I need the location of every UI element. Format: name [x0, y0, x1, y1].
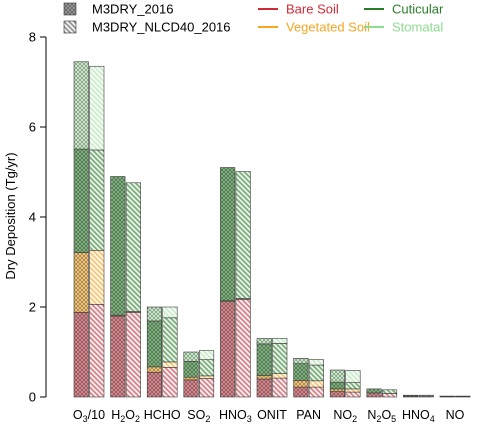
y-tick-label: 0	[29, 390, 36, 405]
bar-segment	[110, 315, 126, 398]
bar-segment	[199, 359, 215, 377]
legend-label: M3DRY_2016	[92, 2, 173, 17]
bar-segment	[345, 370, 361, 383]
x-tick-label: NO	[446, 408, 465, 422]
bar-segment	[366, 388, 382, 394]
x-tick-label: NO2	[333, 408, 357, 424]
legend-item-component: Bare Soil	[258, 2, 339, 17]
bar-segment	[381, 389, 398, 394]
bar-segment	[329, 369, 346, 383]
bar-segment	[256, 375, 272, 380]
bar-segment	[329, 381, 346, 390]
bar-segment	[293, 363, 309, 381]
legend-item-component: Stomatal	[364, 20, 443, 35]
bar-segment	[199, 378, 215, 398]
y-tick-label: 6	[29, 120, 36, 135]
bar-segment	[308, 359, 324, 366]
legend-label: M3DRY_NLCD40_2016	[92, 20, 231, 35]
bar-segment	[345, 391, 361, 398]
y-axis-label: Dry Deposition (Tg/yr)	[3, 152, 18, 279]
legend-item-model: M3DRY_2016	[63, 2, 173, 17]
bar-segment	[146, 366, 162, 373]
bar-segment	[73, 148, 89, 253]
bar-segment	[293, 357, 309, 364]
legend-label: Vegetated Soil	[286, 20, 370, 35]
bar-segment	[235, 299, 251, 398]
bar-segment	[162, 361, 178, 368]
legend-label: Bare Soil	[286, 2, 339, 17]
bar-segment	[293, 380, 309, 388]
bar-segment	[183, 376, 199, 381]
bar-segment	[110, 176, 126, 316]
x-tick-label: H2O2	[111, 408, 140, 424]
x-tick-label: HNO4	[402, 408, 435, 424]
bar-segment	[199, 375, 215, 379]
bar-segment	[220, 301, 236, 398]
bar-segment	[183, 351, 199, 362]
bar-segment	[125, 312, 141, 398]
bar-segment	[345, 388, 361, 393]
y-tick-label: 4	[29, 210, 36, 225]
bar-segment	[162, 306, 178, 319]
bar-segment	[329, 388, 346, 392]
legend: M3DRY_2016 M3DRY_NLCD40_2016 Bare Soil Vege…	[63, 2, 444, 35]
bar-segment	[381, 393, 398, 398]
bar-segment	[256, 338, 272, 345]
y-axis: 0 2 4 6 8	[29, 30, 47, 405]
bar-segment	[146, 371, 162, 398]
x-tick-label: SO2	[187, 408, 210, 424]
legend-item-component: Cuticular	[364, 2, 444, 17]
x-axis: O3/10 H2O2 HCHO SO2 HNO3 ONIT PAN NO2 N2O5 HNO4 NO	[73, 408, 465, 424]
bar-segment	[125, 182, 141, 312]
bar-segment	[183, 361, 199, 378]
bar-segment	[256, 343, 272, 376]
bar-segment	[308, 364, 324, 382]
bar-segment	[146, 320, 162, 368]
x-tick-label: HNO3	[219, 408, 252, 424]
bar-segment	[329, 391, 346, 398]
legend-label: Stomatal	[392, 20, 443, 35]
bar-segment	[162, 317, 178, 363]
bar-segment	[89, 149, 105, 251]
bar-segment	[73, 312, 89, 398]
x-tick-label: ONIT	[257, 408, 287, 422]
bar-segment	[345, 382, 361, 390]
bars	[73, 61, 471, 398]
bar-segment	[418, 394, 434, 397]
bar-segment	[199, 350, 215, 360]
bar-segment	[272, 377, 288, 398]
bar-segment	[256, 378, 272, 398]
x-tick-label: PAN	[296, 408, 321, 422]
bar-segment	[272, 373, 288, 379]
bar-segment	[293, 386, 309, 398]
bar-segment	[308, 386, 324, 398]
bar-segment	[89, 65, 105, 151]
bar-segment	[366, 392, 382, 398]
bar-segment	[89, 250, 105, 305]
bar-segment	[235, 171, 251, 299]
bar-segment	[183, 379, 199, 398]
bar-segment	[308, 380, 324, 388]
bar-segment	[403, 394, 419, 397]
y-tick-label: 2	[29, 300, 36, 315]
axes: Dry Deposition (Tg/yr) 0 2 4 6 8 O3/10 H2O2 HC…	[3, 30, 465, 425]
legend-item-model: M3DRY_NLCD40_2016	[63, 20, 231, 35]
legend-label: Cuticular	[392, 2, 444, 17]
legend-item-component: Vegetated Soil	[258, 20, 370, 35]
x-tick-label: HCHO	[144, 408, 181, 422]
bar-segment	[146, 306, 162, 322]
x-tick-label: N2O5	[367, 408, 396, 424]
y-tick-label: 8	[29, 30, 36, 45]
bar-segment	[73, 61, 89, 150]
bar-segment	[272, 343, 288, 374]
bar-segment	[220, 167, 236, 301]
bar-segment	[272, 338, 288, 344]
bar-segment	[89, 303, 105, 398]
bar-segment	[162, 366, 178, 398]
x-tick-label: O3/10	[73, 408, 105, 424]
bar-segment	[73, 252, 89, 313]
